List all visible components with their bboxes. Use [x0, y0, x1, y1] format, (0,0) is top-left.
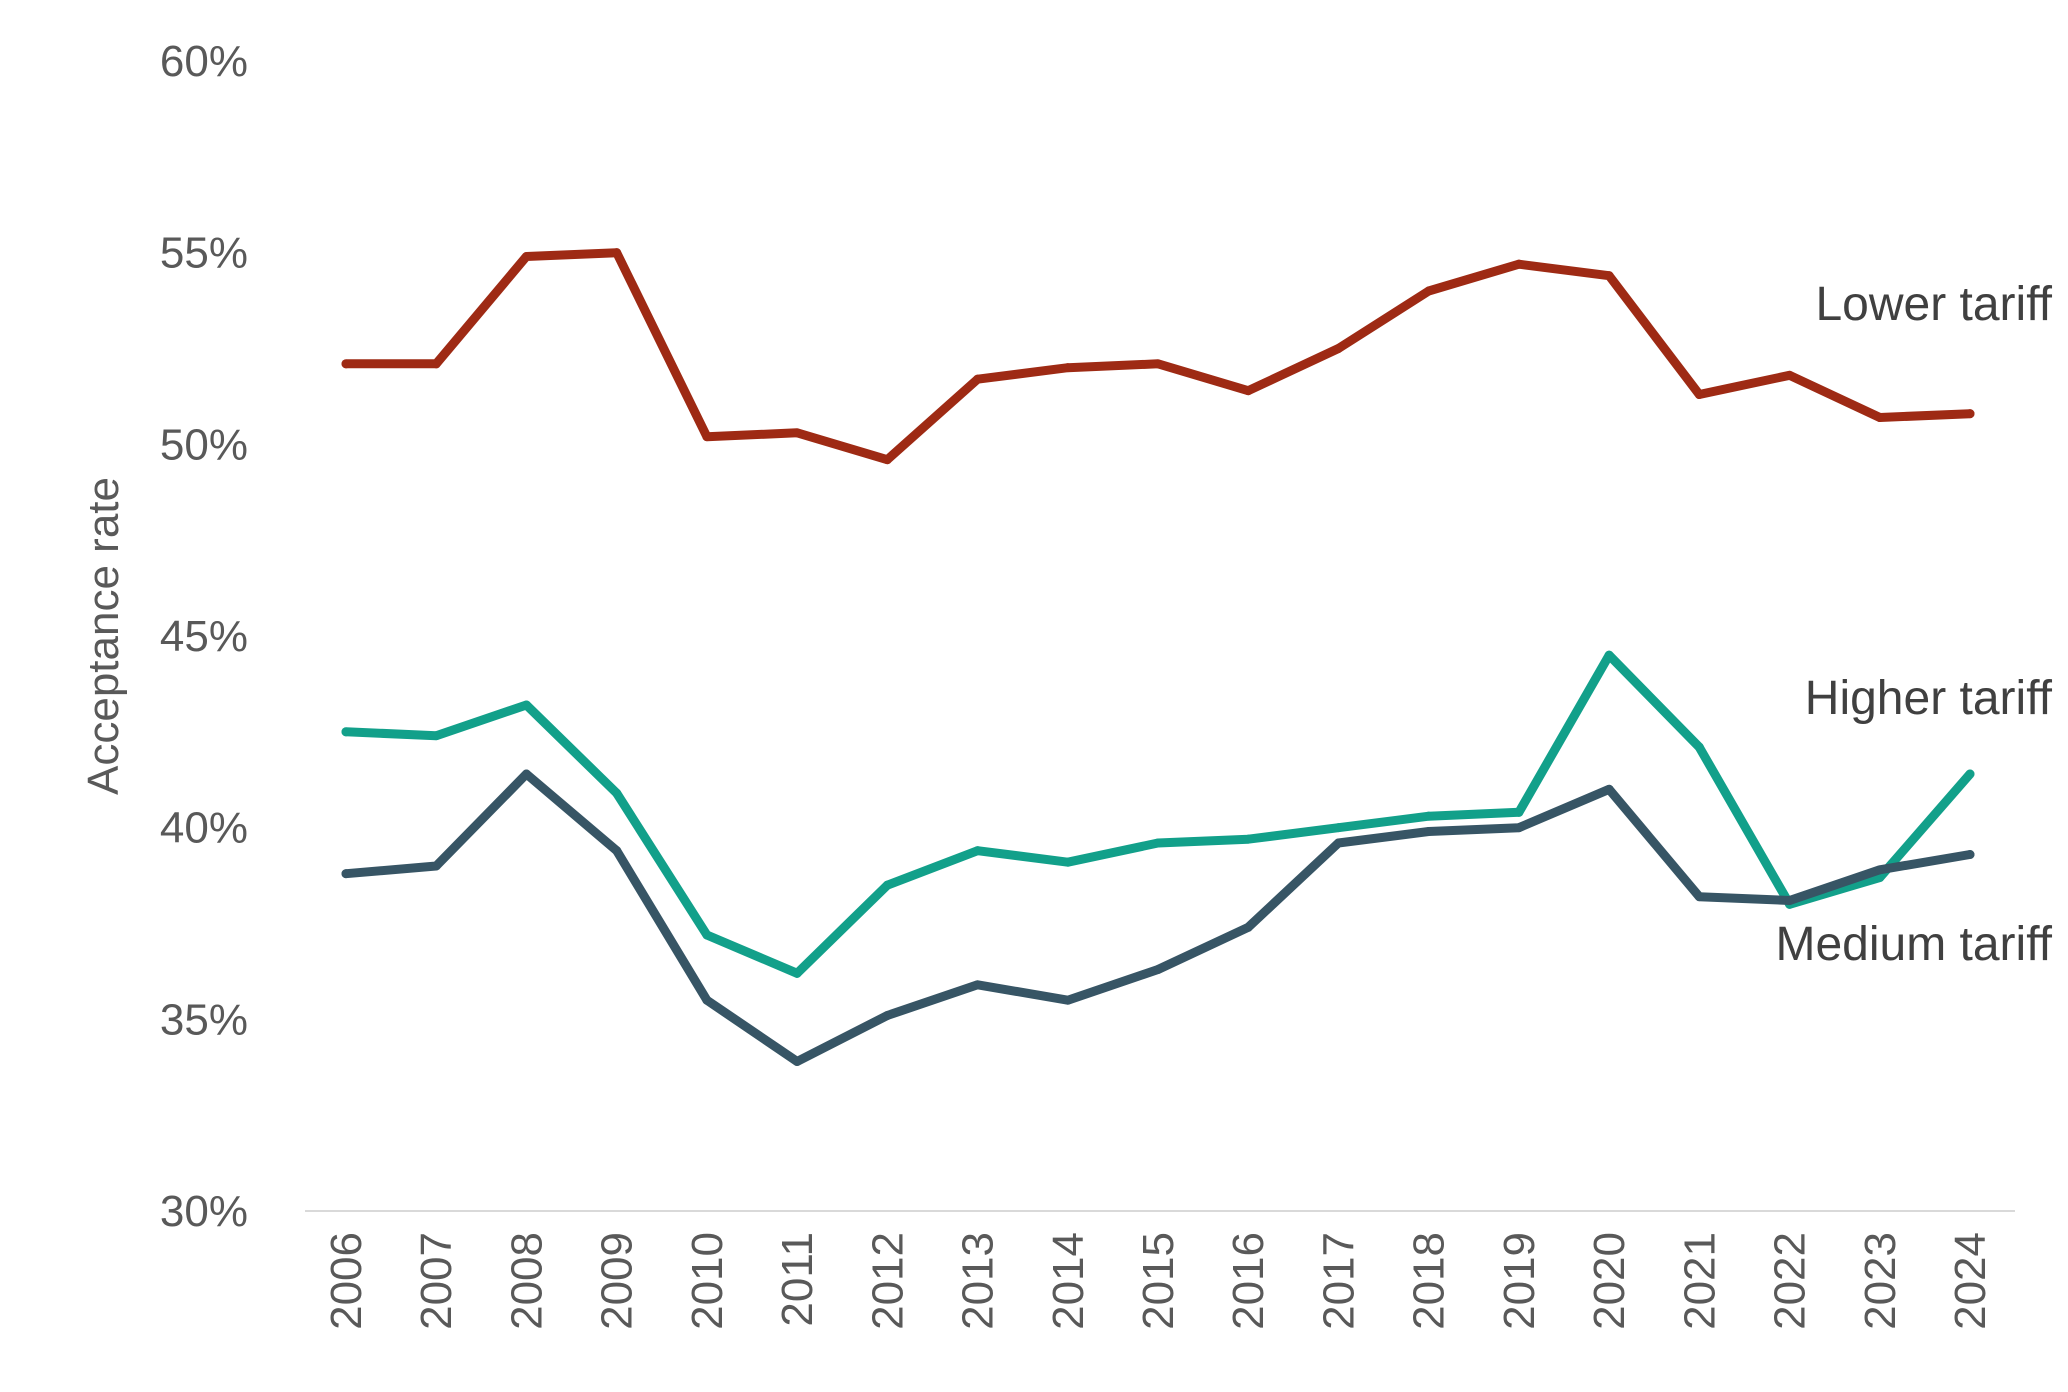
series-line-medium-tariff [341, 769, 1975, 1066]
x-tick-label: 2012 [863, 1232, 912, 1330]
data-point [792, 1057, 802, 1066]
data-point [1424, 286, 1434, 296]
data-point [1424, 811, 1434, 821]
data-point [431, 359, 441, 369]
x-tick-label: 2018 [1405, 1232, 1454, 1330]
x-tick-label: 2022 [1766, 1232, 1815, 1330]
data-point [431, 861, 441, 871]
data-point [702, 930, 712, 940]
y-tick-label: 40% [160, 804, 248, 853]
series-line-higher-tariff [341, 650, 1975, 978]
data-point [1694, 892, 1704, 902]
data-point [973, 846, 983, 856]
x-tick-label: 2020 [1585, 1232, 1634, 1330]
x-tick-label: 2013 [954, 1232, 1003, 1330]
data-point [1153, 359, 1163, 369]
data-point [1063, 995, 1073, 1005]
data-point [882, 1011, 892, 1020]
data-point [702, 432, 712, 442]
series-label: Medium tariff [1775, 918, 2052, 971]
x-tick-label: 2014 [1044, 1232, 1093, 1330]
data-point [341, 727, 351, 737]
x-tick-label: 2011 [773, 1232, 822, 1327]
y-tick-label: 60% [160, 37, 248, 86]
data-point [1694, 742, 1704, 752]
x-tick-label: 2007 [412, 1232, 461, 1330]
data-point [792, 428, 802, 438]
data-point [521, 769, 531, 779]
y-axis-title: Acceptance rate [79, 477, 128, 795]
data-point [1965, 769, 1975, 779]
data-point [1424, 827, 1434, 836]
series-line-lower-tariff [341, 248, 1975, 465]
y-tick-label: 55% [160, 229, 248, 278]
x-tick-label: 2016 [1224, 1232, 1273, 1330]
data-point [1875, 413, 1885, 422]
x-tick-label: 2021 [1675, 1232, 1724, 1330]
data-point [973, 374, 983, 384]
data-point [1063, 363, 1073, 373]
data-point [1333, 823, 1343, 833]
data-point [612, 788, 622, 798]
data-point [1694, 390, 1704, 399]
data-point [882, 455, 892, 465]
x-tick-label: 2008 [502, 1232, 551, 1330]
x-axis-tick-labels: 2006 2007 2008 2009 2010 2011 2012 2013 2014 2015… [322, 1232, 1995, 1330]
data-point [341, 869, 351, 879]
x-tick-label: 2019 [1495, 1232, 1544, 1330]
data-point [1243, 922, 1253, 932]
x-tick-label: 2017 [1314, 1232, 1363, 1330]
x-tick-label: 2009 [593, 1232, 642, 1330]
y-tick-label: 30% [160, 1187, 248, 1236]
y-tick-label: 35% [160, 995, 248, 1044]
data-point [1604, 271, 1614, 281]
x-tick-label: 2023 [1856, 1232, 1905, 1330]
series-label: Higher tariff [1805, 672, 2053, 725]
data-point [1604, 784, 1614, 794]
series-lines [341, 248, 1975, 1066]
data-point [521, 700, 531, 710]
data-point [882, 880, 892, 890]
data-point [1243, 834, 1253, 844]
data-point [1153, 965, 1163, 974]
data-point [1333, 838, 1343, 848]
data-point [792, 968, 802, 978]
data-point [1965, 850, 1975, 859]
series-label: Lower tariff [1815, 278, 2052, 331]
data-point [702, 995, 712, 1005]
x-tick-label: 2024 [1946, 1232, 1995, 1330]
y-tick-label: 45% [160, 612, 248, 661]
data-point [431, 731, 441, 741]
data-point [973, 980, 983, 990]
x-tick-label: 2006 [322, 1232, 371, 1330]
data-point [1785, 370, 1795, 380]
data-point [1063, 857, 1073, 867]
x-tick-label: 2010 [683, 1232, 732, 1330]
x-tick-label: 2015 [1134, 1232, 1183, 1330]
y-axis-tick-labels: 30% 35% 40% 45% 50% 55% 60% [160, 37, 248, 1236]
data-point [1243, 386, 1253, 396]
data-point [1965, 409, 1975, 419]
data-point [1333, 344, 1343, 353]
data-point [341, 359, 351, 369]
data-point [1514, 807, 1524, 817]
data-point [1785, 896, 1795, 905]
data-point [612, 846, 622, 856]
data-point [521, 252, 531, 261]
data-point [1604, 650, 1614, 660]
series-labels: Lower tariff Higher tariff Medium tariff [1775, 278, 2052, 971]
data-point [1514, 259, 1524, 269]
data-point [612, 248, 622, 258]
data-point [1153, 838, 1163, 848]
data-point [1875, 865, 1885, 875]
y-tick-label: 50% [160, 420, 248, 469]
data-point [1514, 823, 1524, 833]
